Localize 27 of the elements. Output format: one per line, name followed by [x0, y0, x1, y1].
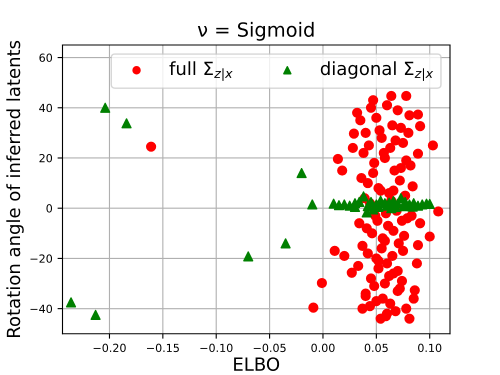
point [362, 201, 373, 212]
point [307, 199, 318, 210]
x-tick-label: −0.10 [200, 344, 233, 352]
point [243, 251, 254, 262]
y-tick-label: −20 [30, 254, 52, 263]
x-tick-label: −0.20 [94, 344, 126, 352]
legend-label: full Σ$_{z|x}$ [169, 61, 233, 81]
y-tick-label: 20 [39, 154, 52, 162]
point [296, 168, 307, 178]
y-tick-label: 60 [39, 54, 52, 62]
x-tick-label: 0.00 [311, 344, 335, 352]
y-tick-label: −40 [30, 304, 52, 314]
x-tick-label: 0.05 [364, 344, 388, 352]
x-tick-label: −0.15 [146, 344, 179, 352]
y-tick-label: 0 [46, 204, 52, 213]
point [90, 310, 101, 320]
point [121, 118, 132, 128]
legend-label: diagonal Σ$_{z|x}$ [320, 61, 434, 81]
point [100, 102, 110, 113]
y-tick-label: 40 [39, 104, 52, 112]
chart-title: ν = Sigmoid [198, 22, 314, 41]
point [280, 238, 291, 248]
y-axis-title: Rotation angle of inferred latents [6, 40, 24, 337]
x-tick-label: 0.10 [418, 344, 442, 352]
x-tick-label: −0.05 [254, 344, 286, 352]
x-axis-title: ELBO [234, 357, 280, 371]
point [66, 297, 76, 308]
